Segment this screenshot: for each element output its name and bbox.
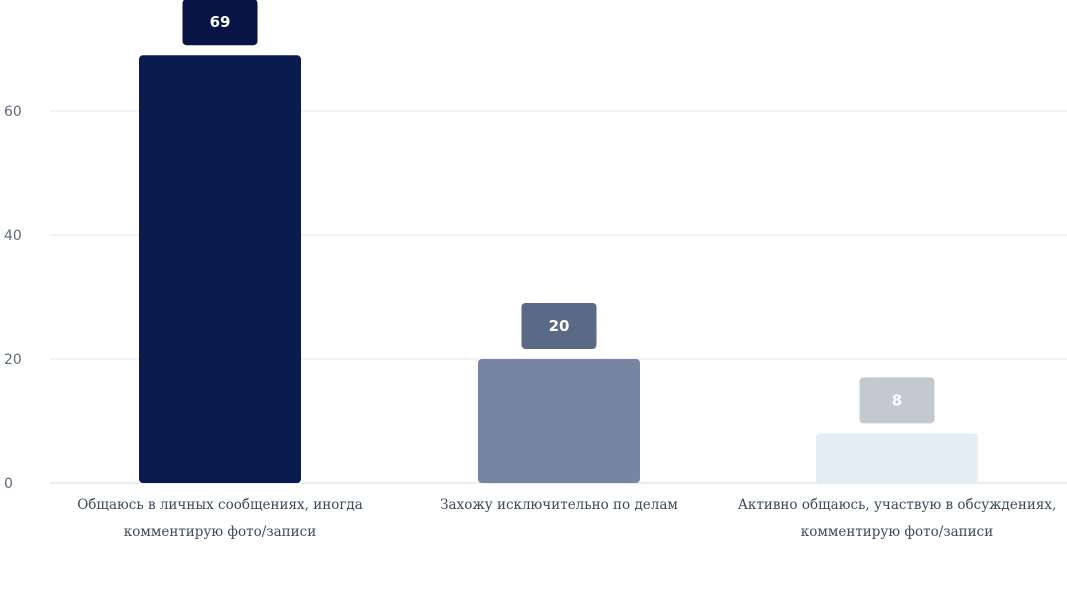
y-tick-label-40: 40 xyxy=(4,228,22,244)
bar-3[interactable] xyxy=(816,433,978,483)
value-label-3: 8 xyxy=(892,391,902,409)
category-label-3: Активно общаюсь, участвую в обсуждениях,… xyxy=(737,497,1057,540)
value-badge-1 xyxy=(182,0,258,46)
y-tick-label-20: 20 xyxy=(4,352,22,368)
value-badge-3 xyxy=(859,377,935,424)
value-label-1: 69 xyxy=(210,13,231,31)
bar-1[interactable] xyxy=(139,55,301,483)
y-tick-label-0: 0 xyxy=(4,476,13,492)
category-label-1: Общаюсь в личных сообщениях, иногда комм… xyxy=(77,497,363,540)
y-axis-tick-labels: 0 20 40 60 xyxy=(4,104,22,492)
value-label-2: 20 xyxy=(549,317,570,335)
bars xyxy=(139,55,978,483)
bar-2[interactable] xyxy=(478,359,640,483)
y-tick-label-60: 60 xyxy=(4,104,22,120)
value-labels: 69 20 8 xyxy=(182,0,935,424)
value-badge-2 xyxy=(521,303,597,349)
category-label-2: Захожу исключительно по делам xyxy=(440,497,678,513)
